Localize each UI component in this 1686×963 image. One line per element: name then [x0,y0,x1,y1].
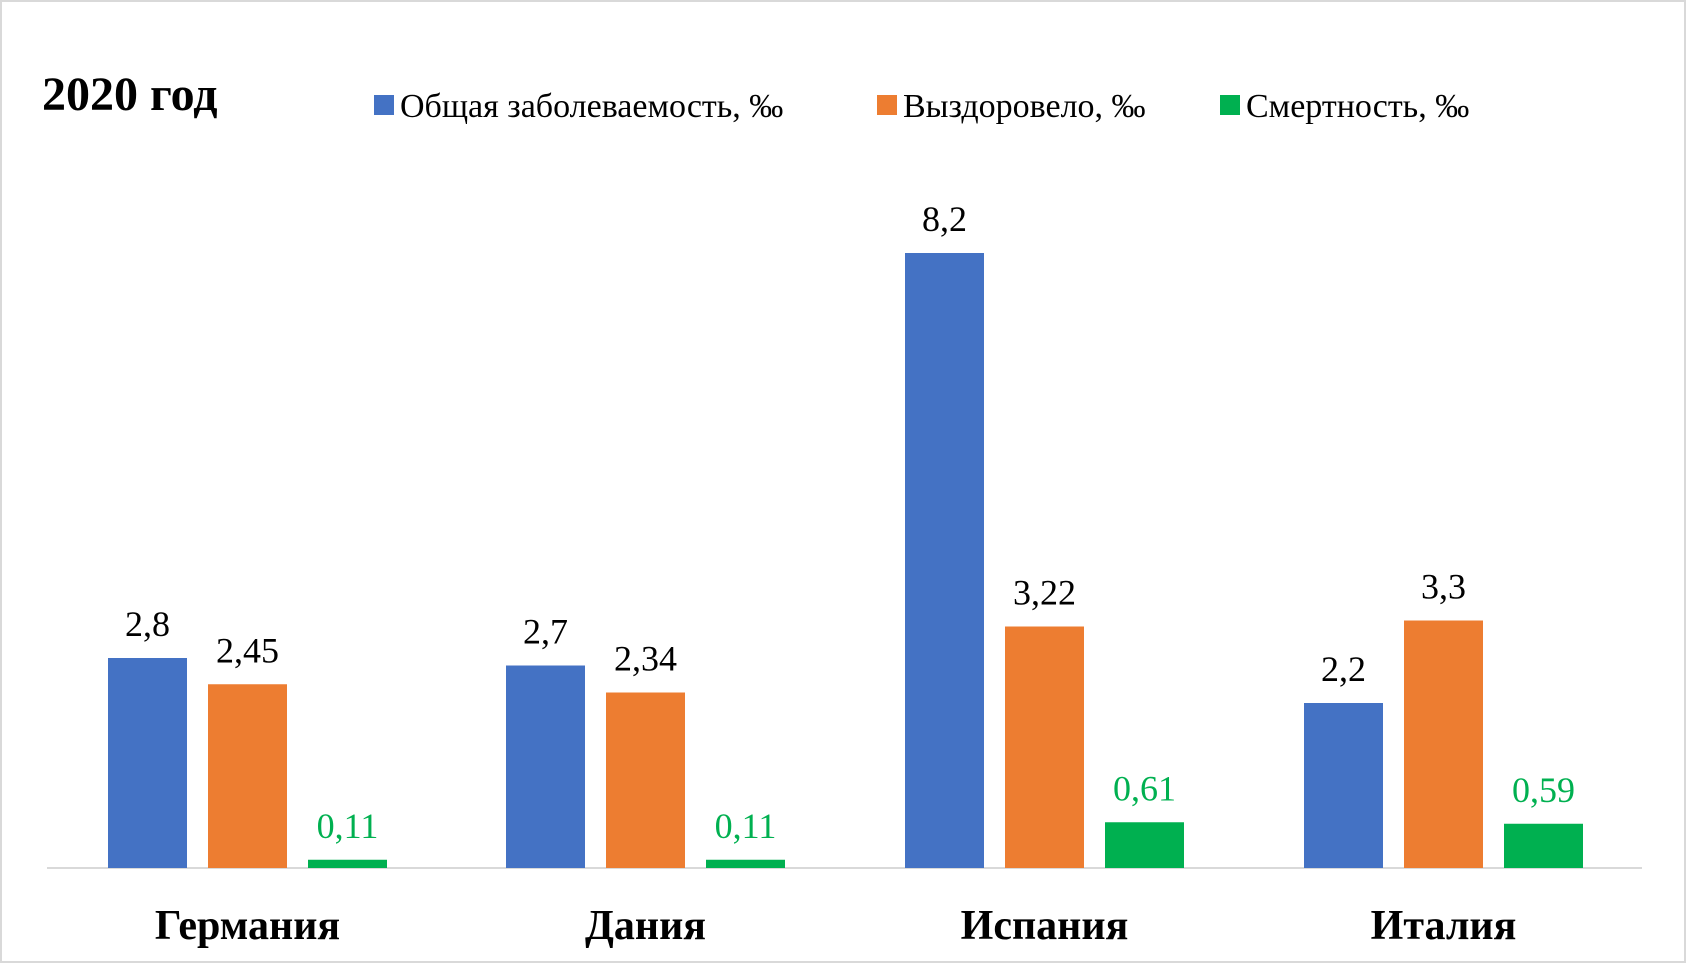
legend-swatch-3 [1220,95,1240,115]
bar-1-3 [905,253,984,868]
data-label-1-4: 2,2 [1321,649,1366,689]
bar-1-4 [1304,703,1383,868]
category-label-2: Дания [585,903,706,949]
bar-3-3 [1105,822,1184,868]
bar-1-1 [108,658,187,868]
data-label-3-1: 0,11 [317,806,379,846]
legend-swatch-1 [374,95,394,115]
bar-3-1 [308,859,387,868]
category-label-4: Италия [1371,903,1517,949]
data-labels-group: 2,8 2,45 0,11 2,7 2,34 0,11 8,2 3,22 0,61 2,2 3,3 0… [125,199,1575,846]
category-labels-group: Германия Дания Испания Италия [155,903,1517,949]
legend-swatch-2 [877,95,897,115]
bar-2-1 [208,684,287,868]
bar-1-2 [506,665,585,868]
chart-title: 2020 год [42,68,218,121]
data-label-1-3: 8,2 [922,199,967,239]
legend: Общая заболеваемость, ‰ Выздоровело, ‰ Сме… [374,88,1469,125]
data-label-1-2: 2,7 [523,612,568,652]
category-label-3: Испания [961,903,1129,949]
data-label-2-1: 2,45 [216,630,279,670]
data-label-2-2: 2,34 [614,639,677,679]
bar-3-4 [1504,823,1583,868]
data-label-3-2: 0,11 [715,806,777,846]
category-label-1: Германия [155,903,340,949]
bars-group [108,253,1583,868]
data-label-2-3: 3,22 [1013,573,1076,613]
legend-label-1: Общая заболеваемость, ‰ [400,88,783,125]
data-label-3-4: 0,59 [1512,770,1575,810]
bar-3-2 [706,859,785,868]
data-label-1-1: 2,8 [125,604,170,644]
bar-2-3 [1005,626,1084,868]
legend-label-2: Выздоровело, ‰ [903,88,1146,125]
data-label-3-3: 0,61 [1113,768,1176,808]
bar-2-4 [1404,620,1483,868]
legend-label-3: Смертность, ‰ [1246,88,1469,125]
bar-2-2 [606,692,685,868]
data-label-2-4: 3,3 [1421,567,1466,607]
